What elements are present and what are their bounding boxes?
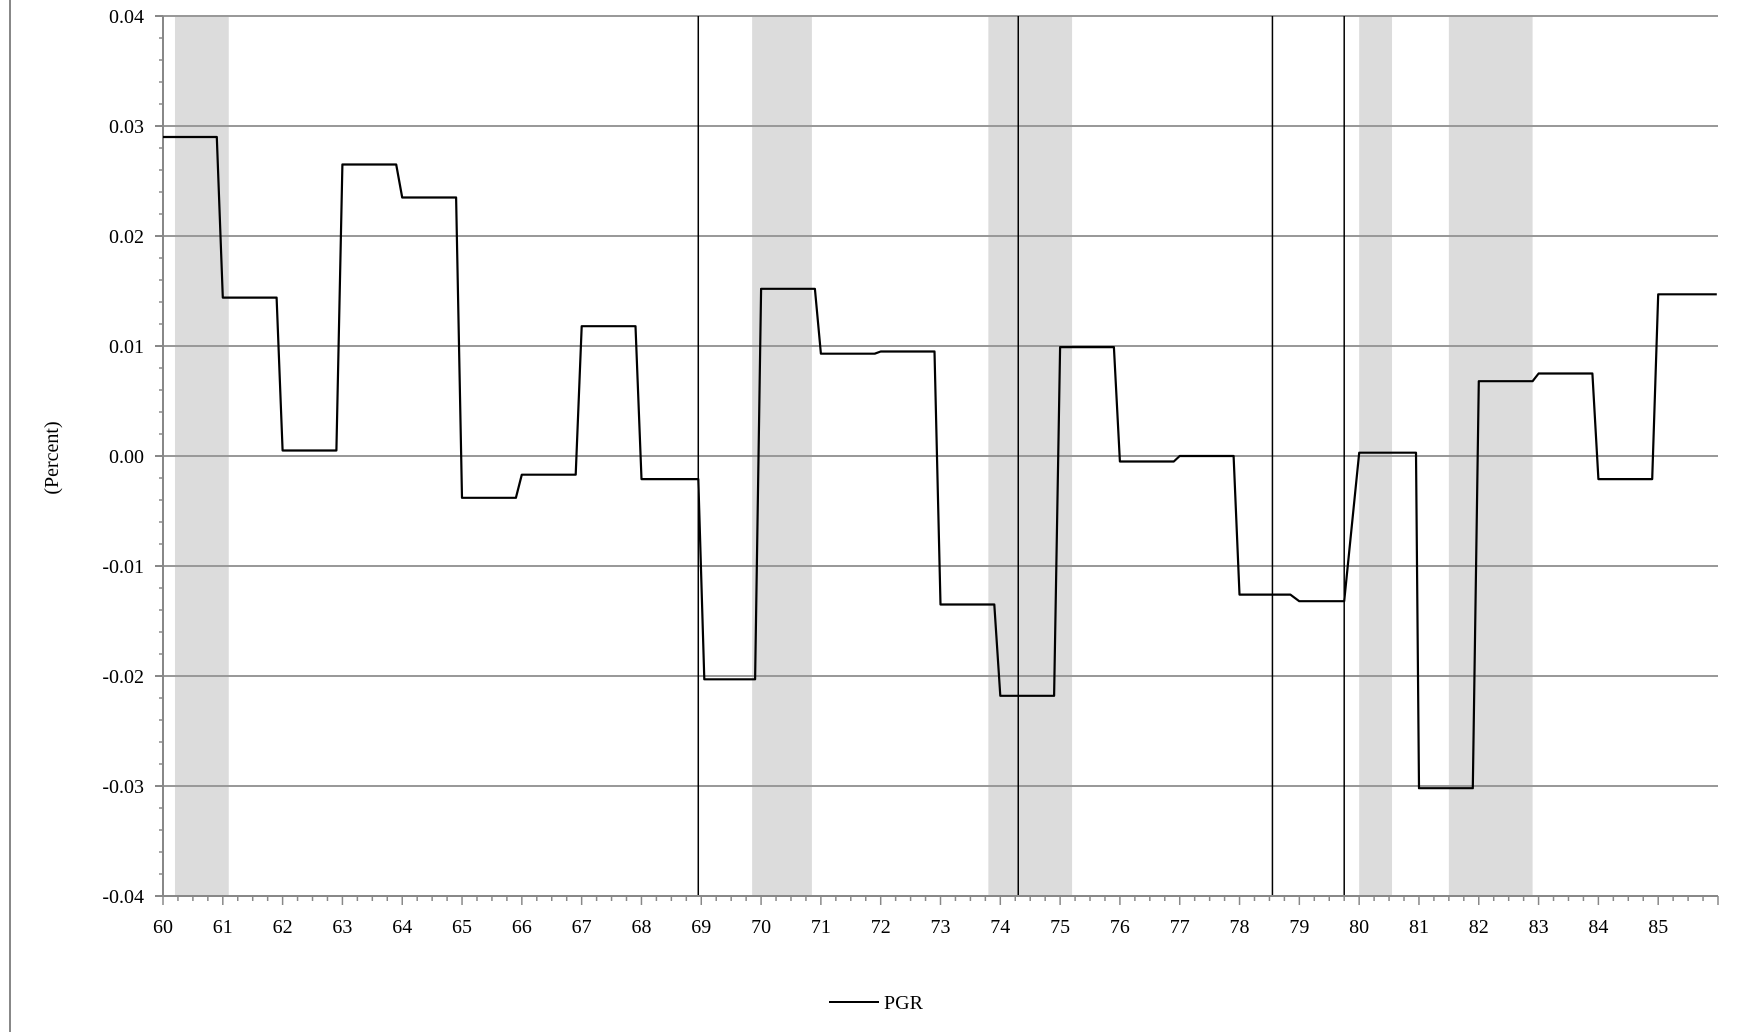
x-tick-label: 62 (273, 916, 293, 938)
y-tick-label: 0.04 (109, 6, 144, 28)
y-tick-label: 0.00 (109, 446, 144, 468)
x-tick-label: 60 (153, 916, 173, 938)
x-tick-label: 74 (990, 916, 1010, 938)
x-tick-label: 82 (1469, 916, 1489, 938)
vertical-markers (697, 16, 1345, 896)
legend-label-pgr: PGR (884, 992, 924, 1014)
y-tick-label: 0.03 (109, 116, 144, 138)
y-tick-label: -0.03 (102, 776, 144, 798)
axes (155, 15, 1719, 905)
x-tick-label: 72 (871, 916, 891, 938)
y-tick-labels: -0.04 -0.03 -0.02 -0.01 0.00 0.01 0.02 0.03 0.04 (102, 6, 144, 908)
y-axis-title: (Percent) (41, 421, 63, 494)
x-tick-label: 76 (1110, 916, 1130, 938)
x-tick-label: 70 (751, 916, 771, 938)
x-tick-label: 67 (572, 916, 592, 938)
x-tick-label: 84 (1588, 916, 1608, 938)
series-lines (163, 135, 1717, 790)
x-tick-label: 85 (1648, 916, 1668, 938)
y-tick-label: 0.02 (109, 226, 144, 248)
x-tick-label: 79 (1289, 916, 1309, 938)
x-tick-label: 63 (332, 916, 352, 938)
series-line-1 (163, 135, 1717, 790)
x-tick-label: 75 (1050, 916, 1070, 938)
y-tick-label: -0.04 (102, 886, 144, 908)
y-tick-label: -0.02 (102, 666, 144, 688)
x-tick-label: 73 (931, 916, 951, 938)
x-tick-label: 64 (392, 916, 412, 938)
x-tick-label: 77 (1170, 916, 1190, 938)
x-tick-label: 69 (691, 916, 711, 938)
x-tick-labels: 60 61 62 63 64 65 66 67 68 69 70 71 72 73 74 75 76 77 78 79… (153, 916, 1668, 938)
x-tick-label: 71 (811, 916, 831, 938)
x-tick-label: 83 (1529, 916, 1549, 938)
y-tick-label: 0.01 (109, 336, 144, 358)
y-tick-label: -0.01 (102, 556, 144, 578)
x-tick-label: 66 (512, 916, 532, 938)
x-tick-label: 68 (631, 916, 651, 938)
x-tick-label: 80 (1349, 916, 1369, 938)
x-tick-label: 78 (1230, 916, 1250, 938)
legend: PGR (829, 992, 924, 1014)
x-tick-label: 65 (452, 916, 472, 938)
x-tick-label: 81 (1409, 916, 1429, 938)
x-tick-label: 61 (213, 916, 233, 938)
